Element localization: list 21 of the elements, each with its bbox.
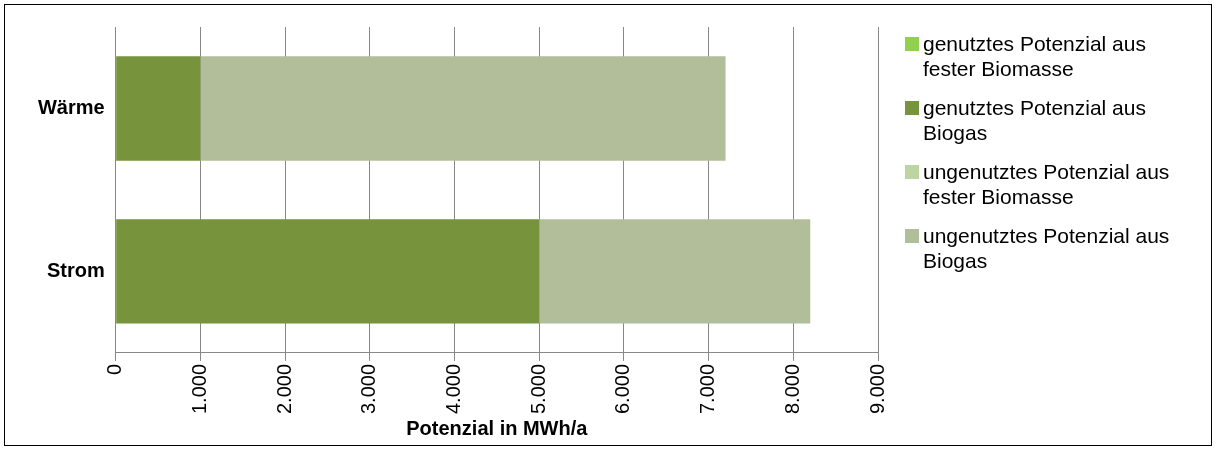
- legend-label: ungenutztes Potenzial aus fester Biomasse: [923, 159, 1171, 209]
- x-axis-title: Potenzial in MWh/a: [406, 416, 589, 439]
- legend-label: ungenutztes Potenzial aus Biogas: [923, 223, 1171, 273]
- bar: [539, 219, 811, 324]
- x-tick-label: 0: [103, 363, 126, 376]
- x-tick-label: 2.000: [272, 363, 295, 415]
- bar: [116, 219, 540, 324]
- x-tick-label: 4.000: [442, 363, 465, 415]
- x-tick-label: 6.000: [611, 363, 634, 415]
- legend-label: genutztes Potenzial aus fester Biomasse: [923, 31, 1147, 81]
- x-tick-label: 8.000: [780, 363, 803, 415]
- x-tick-label: 3.000: [357, 363, 380, 415]
- bar: [200, 56, 726, 161]
- legend-label: genutztes Potenzial aus Biogas: [923, 95, 1147, 145]
- x-tick-label: 5.000: [526, 363, 549, 415]
- y-tick-label: Strom: [46, 258, 105, 281]
- x-tick-label: 7.000: [696, 363, 719, 415]
- x-tick-label: 9.000: [865, 363, 888, 415]
- y-tick-label: Wärme: [37, 96, 105, 118]
- bar: [116, 56, 201, 161]
- x-tick-label: 1.000: [187, 363, 210, 415]
